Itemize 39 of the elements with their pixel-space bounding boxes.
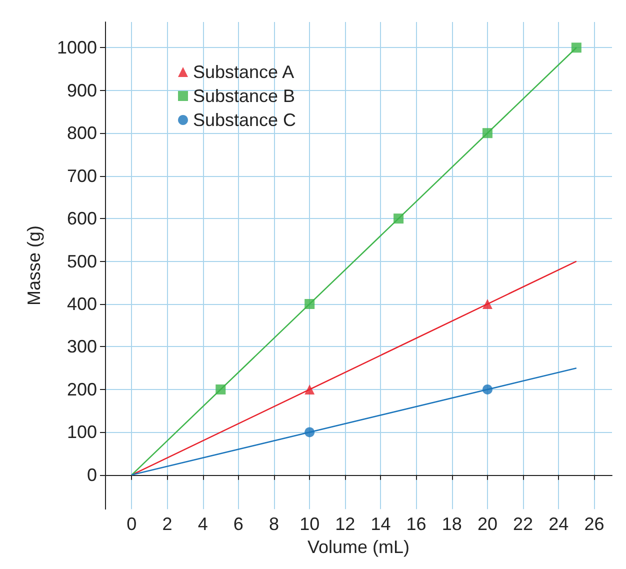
x-tick-label: 24: [548, 514, 569, 534]
x-tick-label: 26: [584, 514, 604, 534]
point: [216, 384, 226, 394]
x-tick-label: 16: [406, 514, 426, 534]
x-tick-label: 6: [233, 514, 244, 534]
x-axis-title: Volume (mL): [307, 537, 410, 557]
legend-label: Substance C: [193, 110, 296, 130]
x-tick-label: 14: [370, 514, 391, 534]
x-tick-label: 8: [268, 514, 280, 534]
point: [304, 384, 315, 394]
x-tick-label: 2: [162, 514, 172, 534]
y-tick-label: 700: [66, 166, 97, 186]
y-axis-title: Masse (g): [24, 226, 44, 306]
y-tick-label: 800: [66, 123, 97, 144]
y-tick-label: 900: [66, 80, 97, 100]
point: [482, 299, 492, 310]
y-tick-label: 500: [66, 251, 97, 272]
y-tick-label: 0: [86, 464, 97, 485]
x-tick-label: 4: [198, 514, 208, 534]
x-tick-label: 12: [335, 514, 356, 534]
point: [304, 299, 315, 310]
x-tick-label: 22: [513, 514, 534, 534]
x-tick-label: 18: [442, 514, 462, 534]
y-tick-label: 200: [66, 379, 97, 400]
point: [394, 214, 404, 224]
y-tick-label: 100: [66, 422, 97, 442]
x-tick-label: 20: [477, 514, 498, 534]
y-tick-label: 600: [66, 208, 97, 229]
y-tick-label: 300: [66, 336, 97, 357]
point: [304, 427, 315, 438]
x-tick-label: 10: [300, 514, 320, 534]
point: [482, 384, 492, 394]
y-tick-label: 400: [66, 294, 97, 314]
point: [571, 42, 582, 53]
legend-label: Substance A: [193, 62, 294, 82]
y-tick-label: 1000: [56, 38, 97, 58]
legend-label: Substance B: [193, 86, 296, 106]
point: [482, 128, 492, 138]
x-tick-label: 0: [126, 514, 137, 534]
